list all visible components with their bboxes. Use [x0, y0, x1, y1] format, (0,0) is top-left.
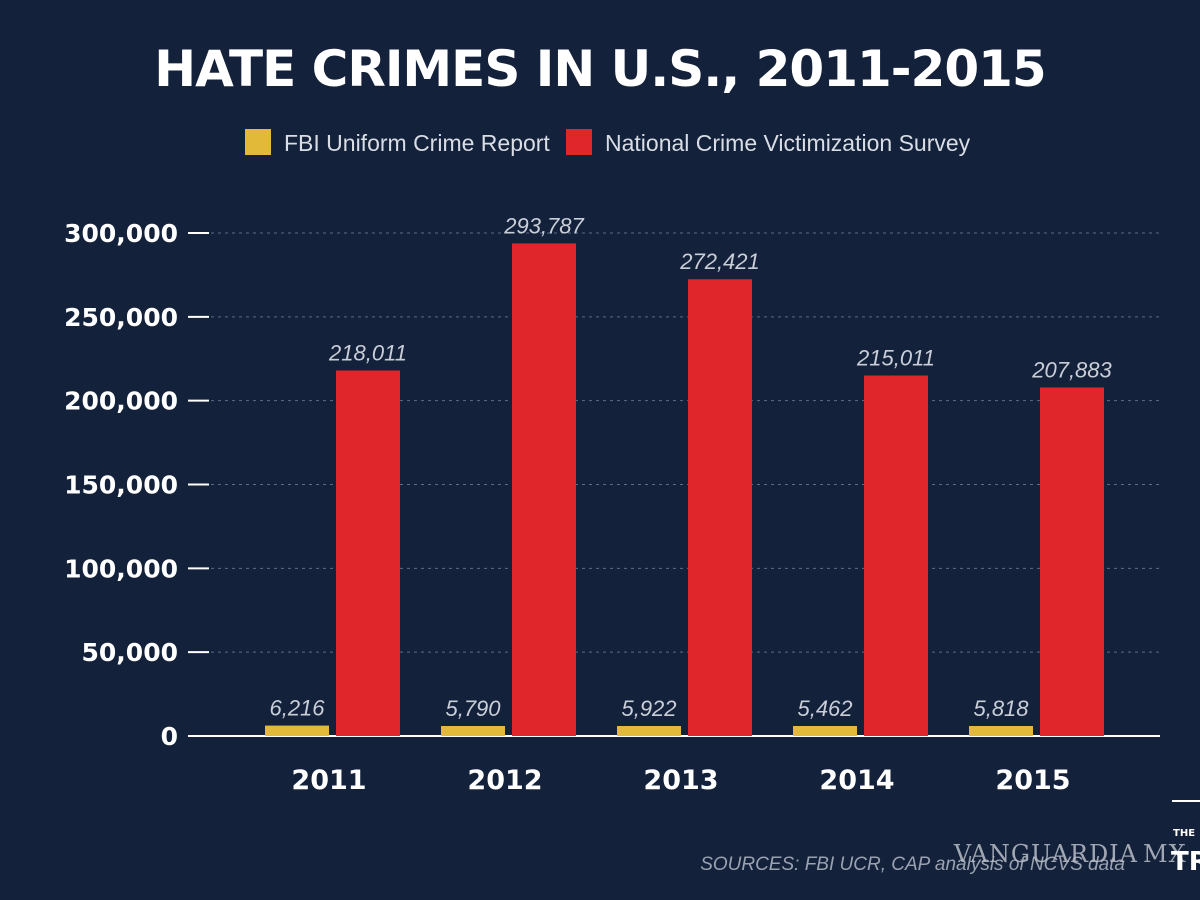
y-tick-label: 300,000: [64, 219, 178, 248]
legend-label-ncvs: National Crime Victimization Survey: [605, 130, 971, 156]
y-tick-label: 0: [161, 722, 178, 751]
logo-rule: [1172, 800, 1200, 802]
bar-fbi-2013: [617, 726, 681, 736]
x-axis: 2011 2012 2013 2014 2015: [291, 765, 1070, 796]
logo-top-text: THE: [1173, 828, 1195, 839]
x-tick-label-2014: 2014: [819, 765, 894, 796]
bar-ncvs-2013: [688, 279, 752, 736]
y-tick-label: 150,000: [64, 471, 178, 500]
y-tick-label: 200,000: [64, 387, 178, 416]
legend-label-fbi: FBI Uniform Crime Report: [284, 130, 550, 156]
publisher-logo: THE TRA: [1171, 800, 1200, 877]
x-tick-label-2013: 2013: [643, 765, 718, 796]
data-label-ncvs-2015: 207,883: [1031, 357, 1112, 382]
data-label-ncvs-2012: 293,787: [503, 213, 584, 238]
data-label-ncvs-2013: 272,421: [679, 249, 760, 274]
logo-main-text: TRA: [1171, 847, 1200, 877]
bar-ncvs-2014: [864, 375, 928, 736]
source-note: SOURCES: FBI UCR, CAP analysis of NCVS d…: [700, 854, 1125, 875]
legend: FBI Uniform Crime Report National Crime …: [245, 129, 971, 156]
data-label-fbi-2013: 5,922: [621, 696, 676, 721]
chart-title: HATE CRIMES IN U.S., 2011-2015: [154, 40, 1045, 98]
x-tick-label-2015: 2015: [995, 765, 1070, 796]
bar-ncvs-2011: [336, 370, 400, 736]
bar-fbi-2011: [265, 725, 329, 736]
bar-ncvs-2012: [512, 243, 576, 737]
x-tick-label-2012: 2012: [467, 765, 542, 796]
x-tick-label-2011: 2011: [291, 765, 366, 796]
data-label-fbi-2012: 5,790: [445, 696, 501, 721]
data-labels: 6,216 218,011 5,790 293,787 5,922 272,421 5,46…: [269, 213, 1112, 721]
bar-ncvs-2015: [1040, 387, 1104, 736]
y-tick-label: 250,000: [64, 303, 178, 332]
watermark: VANGUARDIA MX: [953, 840, 1187, 868]
data-label-ncvs-2014: 215,011: [856, 345, 935, 370]
watermark-suffix: MX: [1143, 840, 1187, 868]
y-tick-label: 50,000: [82, 638, 178, 667]
watermark-text: VANGUARDIA: [953, 840, 1138, 868]
y-axis: 0 50,000 100,000 150,000 200,000 250,000 300,0…: [64, 219, 1160, 751]
data-label-fbi-2015: 5,818: [973, 696, 1029, 721]
bar-fbi-2015: [969, 726, 1033, 736]
bars: [265, 243, 1104, 737]
y-tick-label: 100,000: [64, 554, 178, 583]
legend-swatch-ncvs: [566, 129, 592, 155]
legend-swatch-fbi: [245, 129, 271, 155]
bar-fbi-2014: [793, 726, 857, 736]
bar-fbi-2012: [441, 726, 505, 736]
data-label-ncvs-2011: 218,011: [328, 340, 407, 365]
data-label-fbi-2014: 5,462: [797, 696, 852, 721]
grid: [190, 232, 1160, 653]
data-label-fbi-2011: 6,216: [269, 696, 325, 721]
